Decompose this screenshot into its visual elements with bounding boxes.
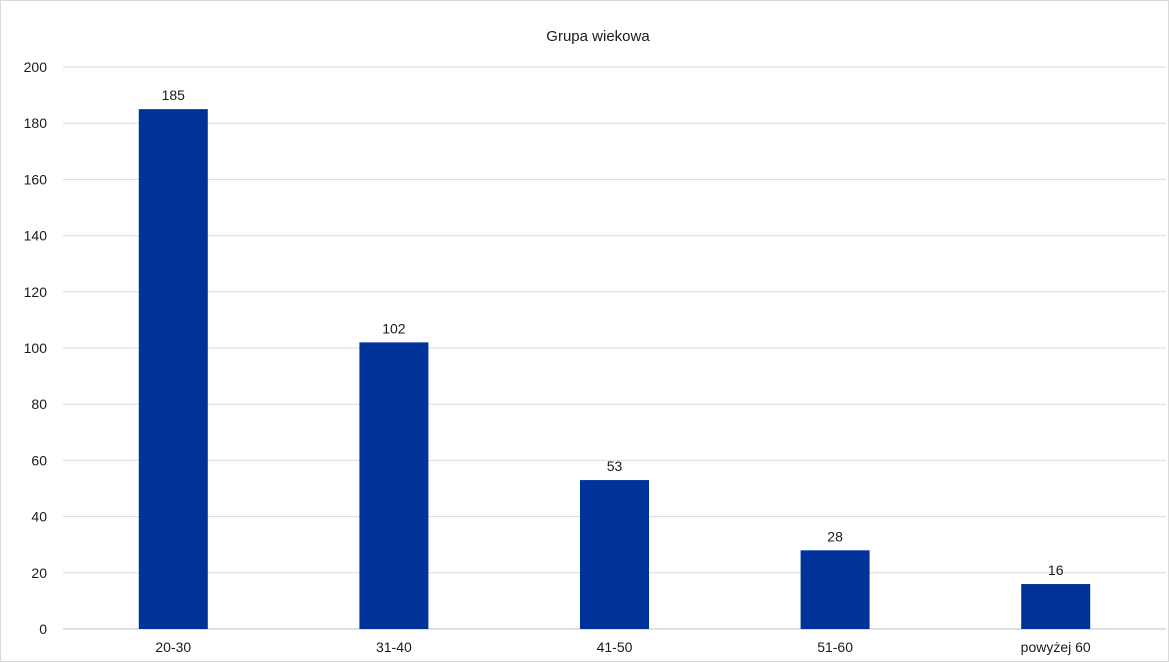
y-tick-label: 60: [31, 452, 47, 468]
y-tick-label: 0: [39, 621, 47, 637]
x-tick-label: powyżej 60: [1021, 639, 1091, 655]
x-tick-label: 41-50: [597, 639, 633, 655]
y-tick-label: 120: [24, 284, 48, 300]
y-tick-label: 40: [31, 509, 47, 525]
y-tick-label: 180: [24, 115, 48, 131]
y-tick-label: 160: [24, 171, 48, 187]
x-axis-tick-labels: 20-30 31-40 41-50 51-60 powyżej 60: [155, 639, 1091, 655]
data-label: 185: [162, 87, 186, 103]
bar: [1021, 584, 1091, 629]
y-tick-label: 140: [24, 228, 48, 244]
bar: [138, 109, 208, 629]
chart-title: Grupa wiekowa: [546, 28, 650, 45]
y-axis-tick-labels: 0 20 40 60 80 100 120 140 160 180 200: [24, 59, 48, 637]
y-tick-label: 200: [24, 59, 48, 75]
x-tick-label: 31-40: [376, 639, 412, 655]
y-tick-label: 100: [24, 340, 48, 356]
data-label: 28: [827, 528, 843, 544]
x-tick-label: 20-30: [155, 639, 191, 655]
data-label: 16: [1048, 562, 1064, 578]
bar: [800, 550, 870, 629]
y-tick-label: 80: [31, 396, 47, 412]
data-labels: 185 102 53 28 16: [162, 87, 1064, 578]
bars: [138, 109, 1091, 629]
data-label: 53: [607, 458, 623, 474]
x-tick-label: 51-60: [817, 639, 853, 655]
bar: [359, 342, 429, 629]
gridlines: [63, 66, 1166, 630]
y-tick-label: 20: [31, 565, 47, 581]
bar: [580, 480, 649, 629]
data-label: 102: [382, 320, 406, 336]
